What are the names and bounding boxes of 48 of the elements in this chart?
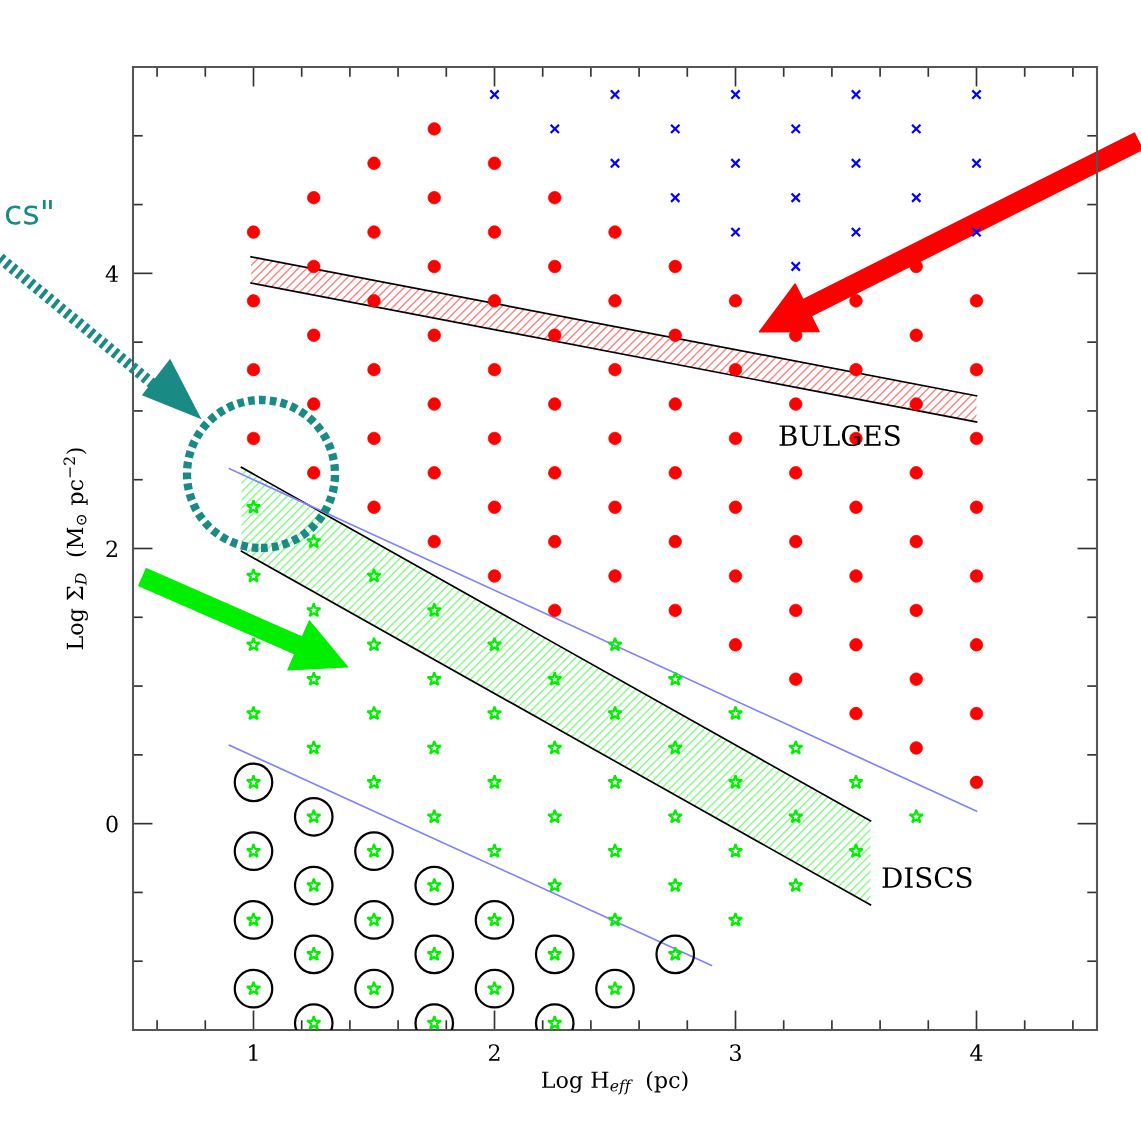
point [730, 226, 741, 238]
point [233, 831, 274, 872]
point [971, 89, 982, 100]
x-axis-title: Log H$_{eff}$ (pc) [542, 1070, 688, 1095]
point [595, 968, 635, 1009]
point [414, 865, 455, 906]
point [730, 89, 741, 100]
point [489, 89, 500, 100]
y-tick-label: 2 [106, 540, 117, 557]
point [910, 192, 922, 203]
point [971, 226, 982, 238]
point [669, 192, 681, 203]
point [474, 900, 515, 940]
point [730, 158, 741, 169]
point [354, 968, 394, 1009]
point [414, 934, 455, 975]
point [971, 158, 982, 169]
point [233, 762, 274, 803]
point [354, 900, 394, 940]
point [669, 123, 681, 135]
point [534, 934, 575, 975]
text: cs" [5, 199, 52, 225]
point [850, 158, 862, 169]
y-tick-label: 0 [106, 815, 118, 833]
point [293, 796, 334, 837]
point [293, 934, 334, 975]
point [233, 968, 274, 1009]
y-tick-label: 4 [105, 265, 118, 282]
point [850, 226, 862, 238]
point [790, 261, 802, 272]
point [790, 123, 802, 135]
point [233, 900, 274, 940]
x-tick-label: 3 [730, 1044, 741, 1062]
y-axis-title: Log Σ$_{D}$ (M$_{⊙}$ pc$^{−2}$) [63, 448, 88, 650]
point [293, 865, 334, 906]
point [609, 89, 621, 100]
point [354, 831, 394, 872]
annotation: DISCS [882, 867, 972, 889]
x-tick-label: 4 [970, 1044, 983, 1061]
point [850, 89, 862, 100]
point [790, 192, 802, 203]
x-tick-label: 1 [249, 1044, 258, 1061]
point [655, 934, 696, 975]
x-tick-label: 2 [488, 1044, 500, 1061]
point [910, 123, 922, 135]
point [609, 158, 621, 169]
point [474, 968, 515, 1009]
point [549, 123, 561, 135]
